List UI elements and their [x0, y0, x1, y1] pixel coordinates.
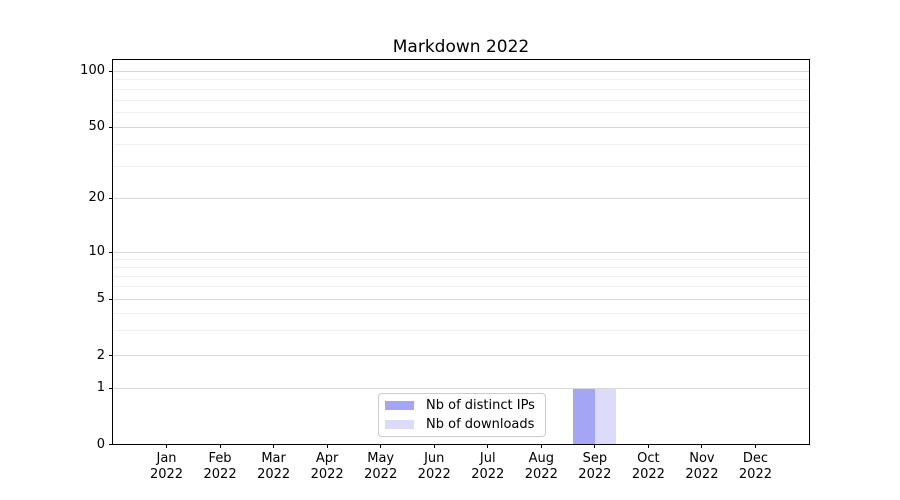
x-tick-mark — [433, 444, 435, 448]
x-tick-mark — [754, 444, 756, 448]
y-tick-label: 1 — [96, 380, 105, 396]
gridline-minor — [113, 143, 809, 145]
gridline-major — [113, 197, 809, 199]
gridline-minor — [113, 330, 809, 332]
gridline-minor — [113, 111, 809, 113]
x-tick-label: Jun 2022 — [417, 451, 451, 482]
x-tick-label: Aug 2022 — [524, 451, 558, 482]
y-tick-mark — [109, 387, 113, 389]
legend-box: Nb of distinct IPs Nb of downloads — [378, 393, 546, 437]
legend-item-downloads: Nb of downloads — [385, 417, 537, 432]
x-tick-label: Feb 2022 — [203, 451, 237, 482]
gridline-major — [113, 298, 809, 300]
x-tick-label: Dec 2022 — [738, 451, 772, 482]
y-tick-mark — [109, 70, 113, 72]
y-tick-mark — [109, 197, 113, 199]
y-tick-label: 2 — [96, 347, 105, 363]
gridline-minor — [113, 88, 809, 90]
x-tick-mark — [273, 444, 275, 448]
gridline-minor — [113, 166, 809, 168]
bar-nb-of-distinct-ips-sep — [573, 387, 595, 444]
x-tick-label: Jan 2022 — [149, 451, 184, 482]
y-tick-mark — [109, 355, 113, 357]
x-tick-label: Jul 2022 — [471, 451, 505, 482]
legend-swatch-downloads — [385, 420, 414, 429]
gridline-minor — [113, 275, 809, 277]
legend-swatch-distinct-ips — [385, 401, 414, 410]
x-tick-label: May 2022 — [364, 451, 398, 482]
x-tick-mark — [380, 444, 382, 448]
gridline-minor — [113, 266, 809, 268]
y-tick-mark — [109, 444, 113, 445]
gridline-major — [113, 387, 809, 389]
y-tick-label: 0 — [96, 436, 105, 452]
legend-item-distinct-ips: Nb of distinct IPs — [385, 398, 537, 413]
x-tick-mark — [701, 444, 703, 448]
x-tick-label: Oct 2022 — [631, 451, 665, 482]
x-tick-mark — [326, 444, 328, 448]
gridline-minor — [113, 286, 809, 288]
x-tick-mark — [594, 444, 596, 448]
x-tick-mark — [166, 444, 168, 448]
y-tick-label: 100 — [80, 63, 105, 79]
y-tick-mark — [109, 126, 113, 128]
x-tick-label: Mar 2022 — [257, 451, 291, 482]
gridline-minor — [113, 79, 809, 81]
gridline-minor — [113, 312, 809, 314]
x-tick-label: Nov 2022 — [685, 451, 719, 482]
gridline-minor — [113, 99, 809, 101]
x-tick-mark — [647, 444, 649, 448]
gridline-major — [113, 355, 809, 357]
y-tick-label: 10 — [88, 244, 105, 259]
gridline-major — [113, 251, 809, 253]
x-tick-mark — [540, 444, 542, 448]
gridline-minor — [113, 258, 809, 260]
y-tick-label: 20 — [88, 190, 105, 206]
y-tick-label: 5 — [96, 291, 105, 307]
chart-title: Markdown 2022 — [392, 37, 530, 57]
legend-label-downloads: Nb of downloads — [426, 417, 535, 432]
y-tick-label: 50 — [88, 119, 105, 135]
bar-nb-of-downloads-sep — [594, 387, 617, 444]
legend-label-distinct-ips: Nb of distinct IPs — [426, 398, 535, 413]
y-tick-mark — [109, 251, 113, 253]
gridline-major — [113, 70, 809, 72]
gridline-major — [113, 126, 809, 128]
y-tick-mark — [109, 298, 113, 300]
x-tick-label: Sep 2022 — [578, 451, 612, 482]
x-tick-label: Apr 2022 — [310, 451, 344, 482]
plot-area: Nb of distinct IPs Nb of downloads 100 50… — [80, 59, 810, 482]
x-tick-mark — [219, 444, 221, 448]
x-tick-mark — [487, 444, 489, 448]
